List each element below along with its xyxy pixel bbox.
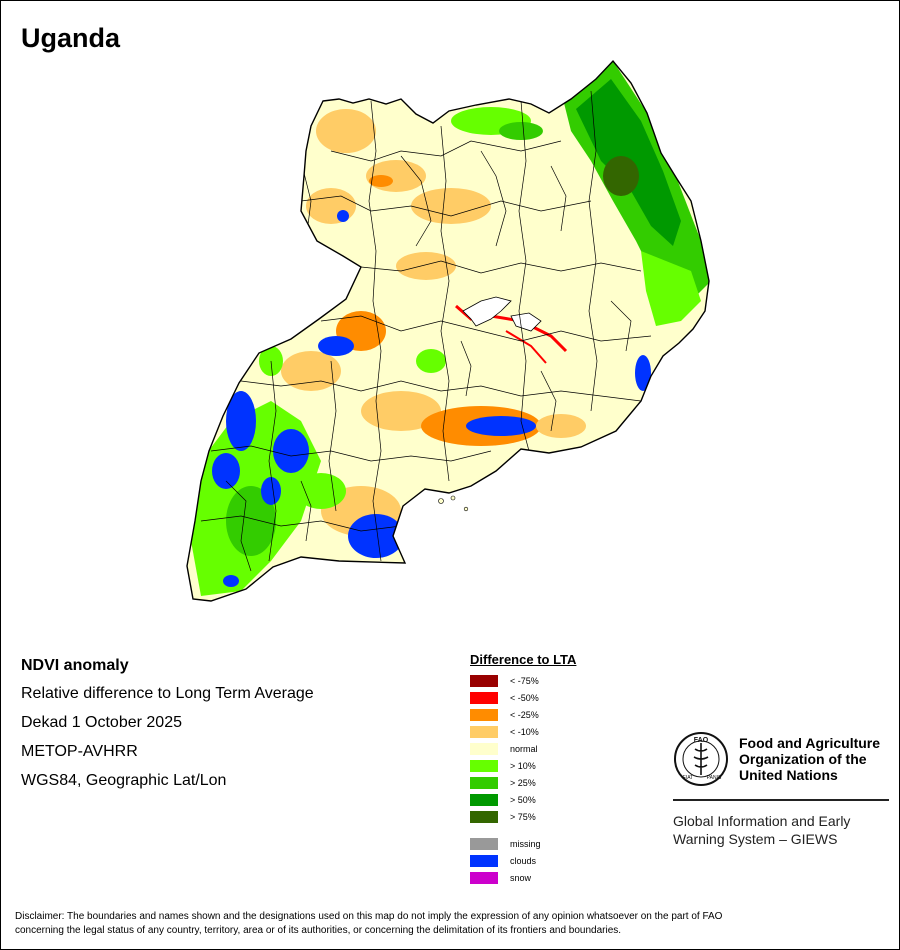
legend-label: < -25% [510,709,539,720]
legend-label: < -10% [510,726,539,737]
legend-item: normal [470,740,576,757]
info-sensor: METOP-AVHRR [21,743,138,760]
disclaimer-line-1: Disclaimer: The boundaries and names sho… [15,911,723,922]
legend: Difference to LTA < -75% < -50% < -25% <… [470,652,576,886]
org-line-2: Organization of the [739,751,867,767]
legend-item: < -75% [470,672,576,689]
legend-swatch [470,708,498,721]
legend-item: missing [470,835,576,852]
legend-swatch [470,691,498,704]
legend-item: > 75% [470,808,576,825]
legend-label: > 75% [510,811,536,822]
legend-item: > 10% [470,757,576,774]
info-period: Dekad 1 October 2025 [21,714,182,731]
legend-item: > 50% [470,791,576,808]
fao-emblem-icon: FAO FIAT PANIS [674,732,728,786]
info-subtitle: Relative difference to Long Term Average [21,685,314,702]
legend-swatch [470,674,498,687]
legend-label: > 25% [510,777,536,788]
legend-swatch [470,871,498,884]
logo-divider [673,799,889,801]
legend-swatch [470,810,498,823]
legend-title: Difference to LTA [470,652,577,667]
legend-item: > 25% [470,774,576,791]
district-boundaries [200,90,652,572]
legend-label: clouds [510,855,537,866]
emblem-motto-left: FIAT [683,775,693,781]
legend-item: snow [470,869,576,886]
legend-label: > 10% [510,760,536,771]
legend-label: < -75% [510,675,539,686]
info-heading: NDVI anomaly [21,657,129,674]
legend-swatch [470,837,498,850]
disclaimer-line-2: concerning the legal status of any count… [15,925,622,936]
legend-swatch [470,793,498,806]
legend-item: < -50% [470,689,576,706]
legend-item: < -10% [470,723,576,740]
disclaimer: Disclaimer: The boundaries and names sho… [15,910,890,938]
fao-logo-block: FAO FIAT PANIS Food and Agriculture Orga… [673,731,889,848]
fao-org-name: Food and Agriculture Organization of the… [739,735,880,783]
legend-item: < -25% [470,706,576,723]
info-projection: WGS84, Geographic Lat/Lon [21,772,227,789]
legend-label: missing [510,838,541,849]
ndvi-anomaly-map [186,59,710,602]
legend-swatch [470,725,498,738]
country-outline [186,59,710,602]
giews-name: Global Information and Early Warning Sys… [673,812,889,848]
giews-line-2: Warning System – GIEWS [673,831,838,847]
legend-swatch [470,854,498,867]
map-title: Uganda [21,23,121,53]
legend-swatch [470,742,498,755]
legend-item: clouds [470,852,576,869]
org-line-3: United Nations [739,767,838,783]
anomaly-raster [187,61,709,601]
org-line-1: Food and Agriculture [739,735,881,751]
giews-line-1: Global Information and Early [673,813,851,829]
legend-label: normal [510,743,538,754]
emblem-motto-right: PANIS [707,775,722,781]
legend-swatch [470,776,498,789]
legend-label: < -50% [510,692,539,703]
map-info: NDVI anomaly Relative difference to Long… [21,657,314,801]
legend-label: > 50% [510,794,536,805]
emblem-text: FAO [694,737,709,744]
legend-label: snow [510,872,532,883]
legend-swatch [470,759,498,772]
